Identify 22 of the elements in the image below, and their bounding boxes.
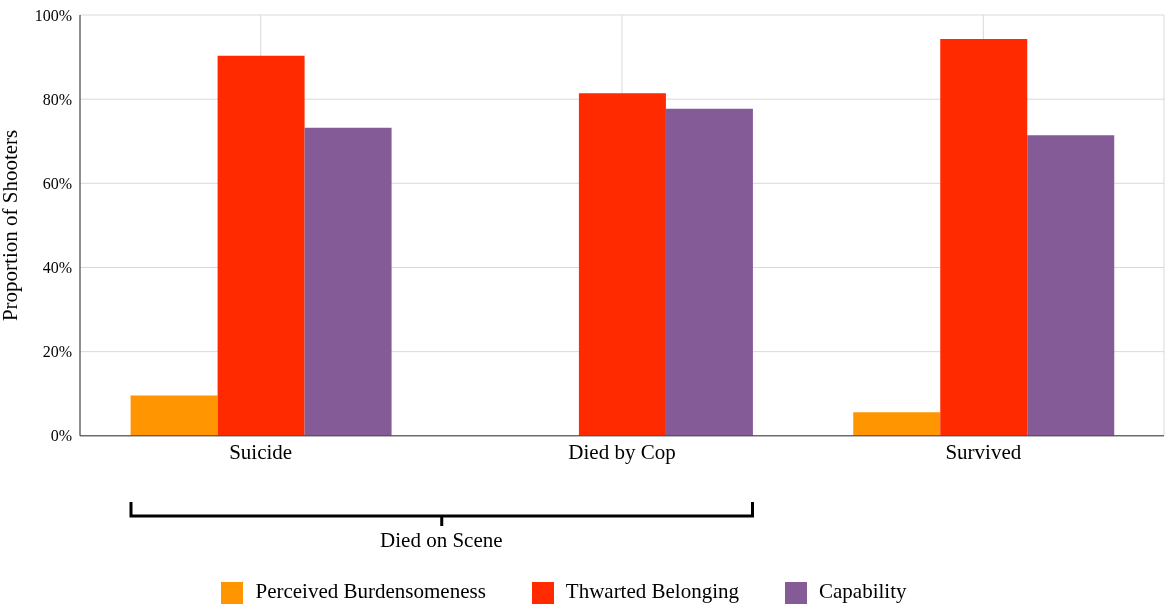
legend-label: Thwarted Belonging bbox=[565, 578, 740, 603]
legend-label: Capability bbox=[819, 578, 907, 603]
y-axis-title: Proportion of Shooters bbox=[0, 129, 23, 322]
y-tick-label: 60% bbox=[42, 175, 72, 192]
bar bbox=[578, 93, 666, 436]
y-tick-label: 0% bbox=[50, 427, 72, 445]
bar bbox=[940, 38, 1028, 436]
bar bbox=[304, 127, 392, 436]
text: Died on Scene bbox=[379, 528, 504, 553]
y-tick-label: 20% bbox=[42, 343, 72, 361]
y-tick-label: 80% bbox=[42, 90, 72, 108]
bar bbox=[217, 55, 305, 436]
bar bbox=[130, 395, 218, 436]
x-tick-label: Died by Cop bbox=[568, 439, 676, 464]
y-tick-label: 40% bbox=[42, 259, 72, 277]
y-tick-label: 100% bbox=[34, 6, 72, 24]
bar bbox=[665, 108, 753, 436]
bar bbox=[1027, 135, 1115, 436]
bar bbox=[853, 412, 941, 436]
legend-label: Perceived Burdensomeness bbox=[255, 578, 486, 603]
x-tick-label: Survived bbox=[945, 439, 1022, 464]
x-tick-label: Suicide bbox=[229, 439, 293, 464]
